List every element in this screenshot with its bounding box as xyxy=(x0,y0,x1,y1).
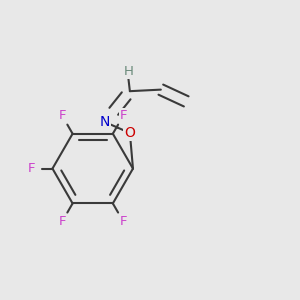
Text: F: F xyxy=(28,162,35,175)
Text: H: H xyxy=(123,64,133,78)
Text: F: F xyxy=(120,109,127,122)
Text: F: F xyxy=(120,215,127,228)
Text: N: N xyxy=(100,115,110,129)
Text: O: O xyxy=(124,126,135,140)
Text: F: F xyxy=(58,109,66,122)
Text: F: F xyxy=(58,215,66,228)
